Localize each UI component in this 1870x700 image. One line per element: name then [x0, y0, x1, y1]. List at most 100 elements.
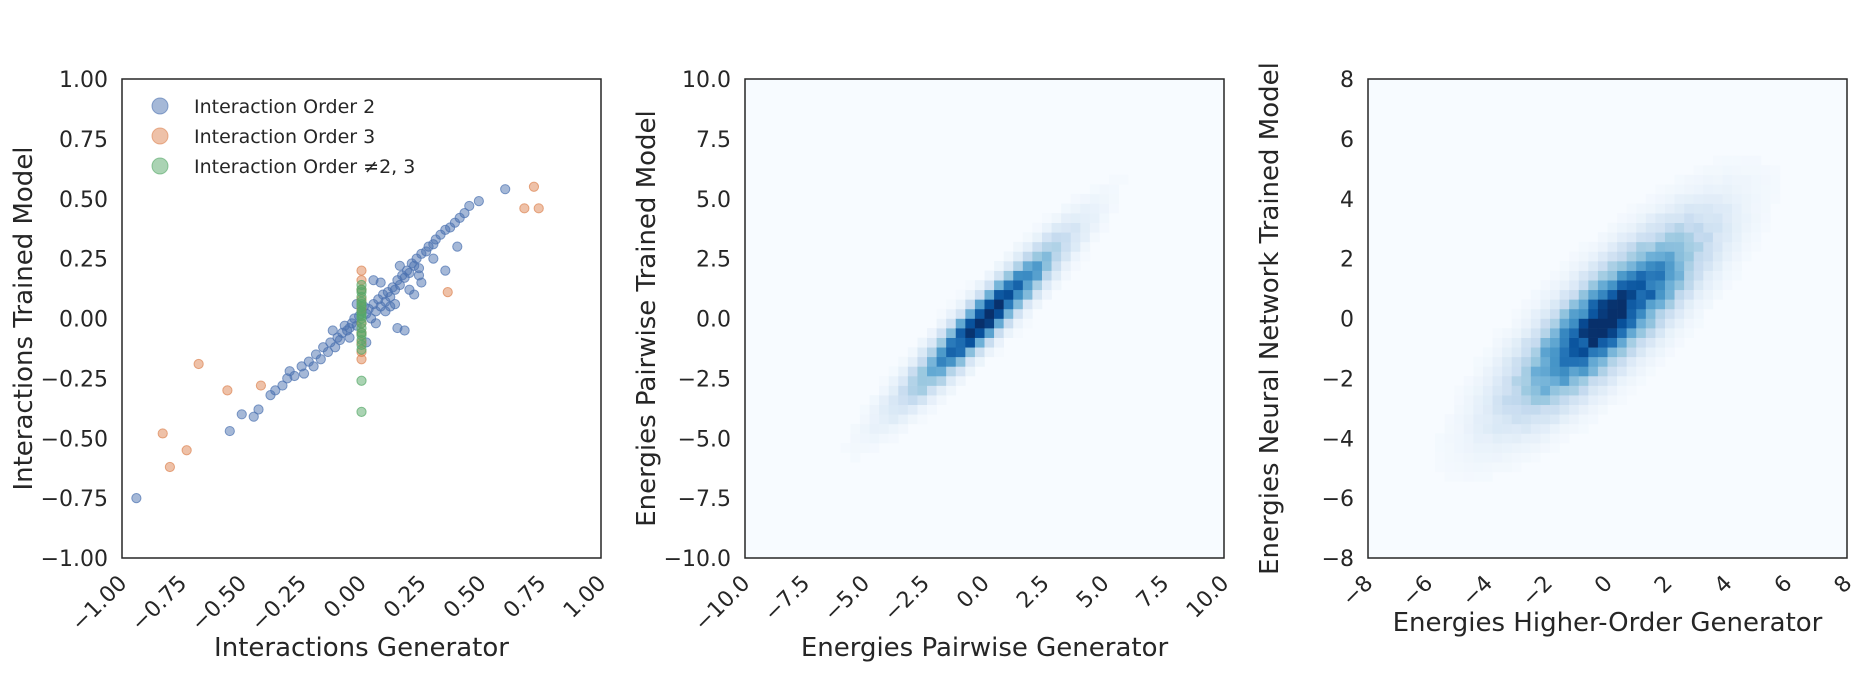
heatmap-cell: [1664, 270, 1675, 281]
heatmap-cell: [850, 423, 861, 434]
heatmap-cell: [1435, 452, 1445, 463]
heatmap-cell: [955, 328, 966, 338]
heatmap-cell: [1492, 423, 1503, 434]
heatmap-cell: [1655, 251, 1666, 262]
heatmap-cell: [1684, 308, 1695, 319]
heatmap-cell: [1492, 375, 1503, 386]
heatmap-cell: [1540, 299, 1551, 310]
heatmap-cell: [1684, 241, 1695, 252]
heatmap-cell: [1454, 395, 1465, 406]
heatmap-cell: [1770, 193, 1781, 204]
heatmap-cell: [1722, 193, 1733, 204]
heatmap-cell: [1607, 308, 1618, 319]
heatmap-cell: [1559, 414, 1570, 425]
heatmap-cell: [1674, 337, 1685, 348]
heatmap-cell: [1444, 414, 1455, 425]
heatmap-cell: [1473, 423, 1484, 434]
heatmap-cell: [1482, 414, 1493, 425]
scatter-point: [528, 181, 540, 192]
heatmap-cell: [1569, 366, 1580, 377]
heatmap-cell: [1463, 433, 1474, 444]
heatmap-cell: [1684, 270, 1695, 281]
heatmap-cell: [1760, 213, 1771, 223]
heatmap-cell: [1041, 241, 1052, 252]
heatmap-cell: [879, 375, 889, 386]
heatmap-cell: [1032, 222, 1043, 233]
heatmap-cell: [1588, 299, 1599, 310]
heatmap-cell: [1550, 375, 1560, 386]
scatter-point: [356, 375, 367, 386]
heatmap-cell: [1540, 318, 1551, 329]
heatmap-cell: [1645, 328, 1656, 338]
heatmap-cell: [1588, 280, 1599, 291]
plot-frame: [1367, 78, 1848, 559]
heatmap-cell: [1569, 318, 1580, 329]
heatmap-cell: [1521, 404, 1532, 415]
heatmap-cell: [1703, 184, 1714, 195]
heatmap-cell: [1664, 318, 1675, 329]
heatmap-cell: [1712, 184, 1723, 195]
heatmap-cell: [1597, 308, 1608, 319]
heatmap-cell: [1051, 261, 1062, 271]
heatmap-cell: [1607, 356, 1618, 367]
heatmap-cell: [1482, 423, 1493, 434]
heatmap-cell: [1559, 395, 1570, 406]
heatmap-cell: [1741, 203, 1752, 214]
heatmap-cell: [1559, 423, 1570, 434]
heatmap-cell: [1722, 251, 1733, 262]
heatmap-cell: [1454, 414, 1465, 425]
heatmap-cell: [888, 385, 899, 396]
y-tick-label: 6: [1340, 128, 1354, 153]
heatmap-cell: [888, 423, 899, 434]
heatmap-cell: [1645, 261, 1656, 271]
heatmap-cell: [1636, 213, 1647, 223]
heatmap-cell: [1732, 155, 1742, 166]
heatmap-cell: [1760, 222, 1771, 233]
heatmap-cell: [1607, 328, 1618, 338]
heatmap-cell: [1550, 318, 1560, 329]
heatmap-cell: [1760, 184, 1771, 195]
heatmap-cell: [1032, 280, 1043, 291]
y-tick-label: −4: [1322, 427, 1354, 452]
x-tick-label: −2.5: [879, 571, 934, 626]
legend-label: Interaction Order ≠2, 3: [194, 156, 415, 178]
heatmap-cell: [1051, 213, 1062, 223]
heatmap-cell: [1607, 280, 1618, 291]
heatmap-cell: [1061, 251, 1072, 262]
heatmap-cell: [955, 356, 966, 367]
heatmap-cell: [1502, 395, 1512, 406]
heatmap-cell: [1703, 289, 1714, 300]
heatmap-cell: [1645, 270, 1656, 281]
heatmap-cell: [1607, 375, 1618, 386]
heatmap-cell: [1588, 356, 1599, 367]
heatmap-cell: [1636, 299, 1647, 310]
heatmap-cell: [927, 337, 937, 348]
heatmap-cell: [1703, 270, 1714, 281]
heatmap-cell: [1617, 366, 1627, 377]
heatmap-cell: [840, 443, 851, 453]
heatmap-cell: [1597, 280, 1608, 291]
heatmap-cell: [1454, 452, 1465, 463]
scatter-point: [533, 203, 544, 214]
heatmap-cell: [994, 318, 1004, 329]
heatmap-cell: [1693, 203, 1704, 214]
heatmap-cell: [974, 299, 985, 310]
heatmap-cell: [898, 356, 909, 367]
heatmap-cell: [1511, 395, 1522, 406]
heatmap-cell: [1540, 280, 1551, 291]
heatmap-cell: [1684, 213, 1695, 223]
heatmap-cell: [965, 347, 976, 358]
heatmap-cell: [1473, 385, 1484, 396]
heatmap-cell: [1540, 337, 1551, 348]
heatmap-cell: [1703, 193, 1714, 204]
heatmap-cell: [1051, 232, 1062, 243]
heatmap-cell: [917, 356, 928, 367]
heatmap-cell: [974, 328, 985, 338]
heatmap-cell: [955, 337, 966, 348]
scatter-point: [473, 196, 484, 207]
x-tick-label: 0.00: [319, 571, 371, 623]
heatmap-cell: [1693, 174, 1704, 185]
heatmap-cell: [879, 433, 889, 444]
heatmap-cell: [1530, 299, 1541, 310]
heatmap-cell: [1550, 289, 1560, 300]
